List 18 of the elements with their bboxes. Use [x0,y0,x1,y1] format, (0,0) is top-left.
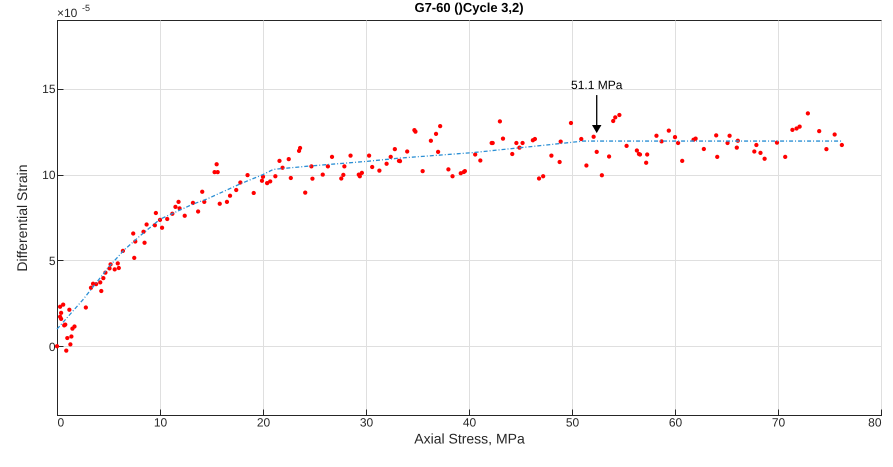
y-axis-title: Differential Strain [14,164,30,272]
x-tick-label: 30 [360,416,374,430]
chart-title: G7-60 ()Cycle 3,2) [414,0,524,15]
x-tick-label: 10 [154,416,168,430]
x-tick-label: 0 [58,416,64,430]
x-tick-label: 20 [256,416,270,430]
x-tick-label: 60 [668,416,682,430]
x-tick-label: 80 [868,416,882,430]
x-axis-title: Axial Stress, MPa [414,430,525,446]
y-tick-label: 10 [42,168,56,182]
x-tick-label: 50 [566,416,580,430]
x-tick-label: 40 [462,416,476,430]
x-tick-label: 70 [772,416,786,430]
text: ×10-5 [57,3,90,20]
y-tick-label: 0 [48,340,56,354]
y-tick-label: 15 [42,82,56,96]
y-tick-label: 5 [48,254,56,268]
annotation: 51.1 MPa [571,78,623,92]
